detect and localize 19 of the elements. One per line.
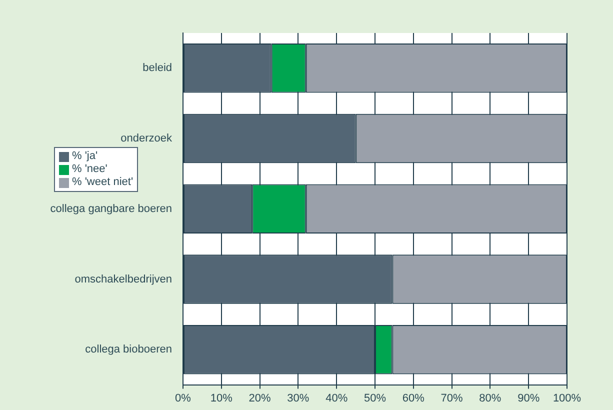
x-tick-label: 10% xyxy=(210,392,233,404)
x-tick-label: 100% xyxy=(552,392,582,404)
x-tick-label: 90% xyxy=(518,392,540,404)
legend-label: % 'weet niet' xyxy=(72,176,134,189)
x-tick-label: 0% xyxy=(175,392,192,404)
y-tick-label: onderzoek xyxy=(120,132,172,145)
legend-label: % 'ja' xyxy=(72,150,98,163)
x-tick-label: 70% xyxy=(440,392,464,404)
y-tick-label: omschakelbedrijven xyxy=(74,273,172,286)
x-tick-label: 30% xyxy=(287,392,310,404)
x-tick-label: 20% xyxy=(248,392,272,404)
x-tick-label: 80% xyxy=(479,392,502,404)
x-tick-label: 60% xyxy=(402,392,425,404)
x-tick-label: 40% xyxy=(326,392,348,404)
y-tick-label: collega bioboeren xyxy=(85,344,172,356)
y-tick-label: collega gangbare boeren xyxy=(50,202,172,215)
x-tick-label: 50% xyxy=(364,392,386,404)
legend-label: % 'nee' xyxy=(72,163,108,176)
y-tick-label: beleid xyxy=(142,62,172,74)
